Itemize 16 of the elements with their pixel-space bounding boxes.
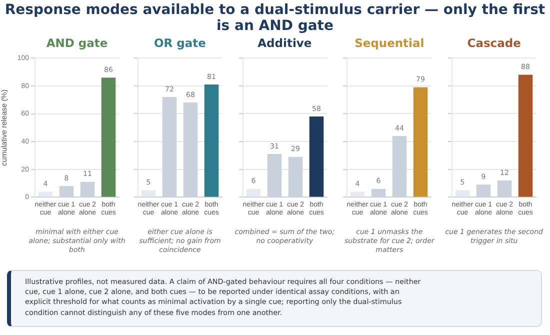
chart-title: Additive bbox=[256, 36, 313, 52]
bar bbox=[518, 74, 533, 197]
bar bbox=[38, 192, 53, 197]
chart-title: OR gate bbox=[153, 36, 207, 52]
bar bbox=[141, 190, 156, 197]
bar bbox=[246, 188, 260, 197]
text: Response modes available to a dual-stimulus carrier — only the first is an AND gate bbox=[4, 2, 546, 34]
bar bbox=[414, 87, 428, 197]
chart-title: AND gate bbox=[45, 36, 109, 52]
bar bbox=[455, 190, 470, 197]
bar bbox=[101, 78, 116, 197]
chart-title: Cascade bbox=[466, 36, 522, 52]
chart-title: Sequential bbox=[354, 36, 426, 52]
bar bbox=[309, 116, 324, 197]
bar bbox=[204, 84, 219, 197]
bar bbox=[350, 192, 366, 197]
